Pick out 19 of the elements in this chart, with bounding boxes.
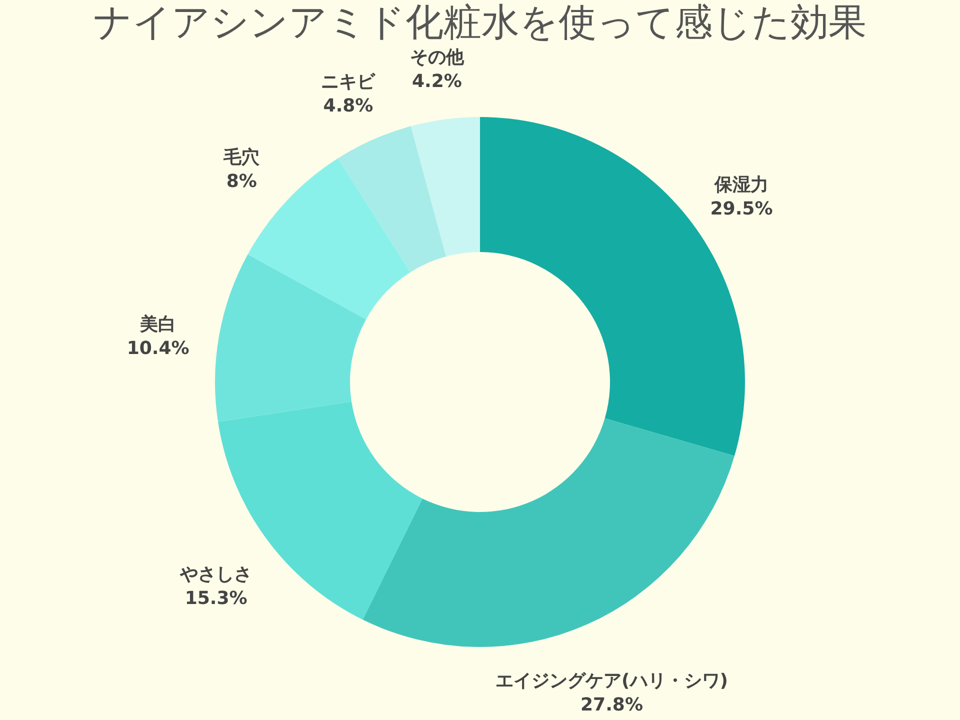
slice-label: 毛穴 [222,147,261,168]
chart-title: ナイアシンアミド化粧水を使って感じた効果 [94,0,866,44]
slice-label: やさしさ [179,564,252,586]
donut-slice [338,126,446,272]
data-label: 27.8% [580,694,643,716]
slice-label: ニキビ [321,72,376,93]
donut-slice [410,117,480,256]
data-label: 4.8% [323,96,374,117]
data-label: 15.3% [184,588,248,610]
donut-slice [362,418,734,647]
donut-slice [215,254,366,422]
slice-label: 美白 [139,314,176,335]
data-label: 4.2% [412,70,462,92]
data-label: 8% [226,171,257,192]
slice-label: 保湿力 [713,174,768,196]
data-label: 10.4% [126,338,190,359]
data-label: 29.5% [710,198,773,220]
slice-label: エイジングケア(ハリ・シワ) [496,670,728,692]
slice-label: その他 [410,46,465,68]
